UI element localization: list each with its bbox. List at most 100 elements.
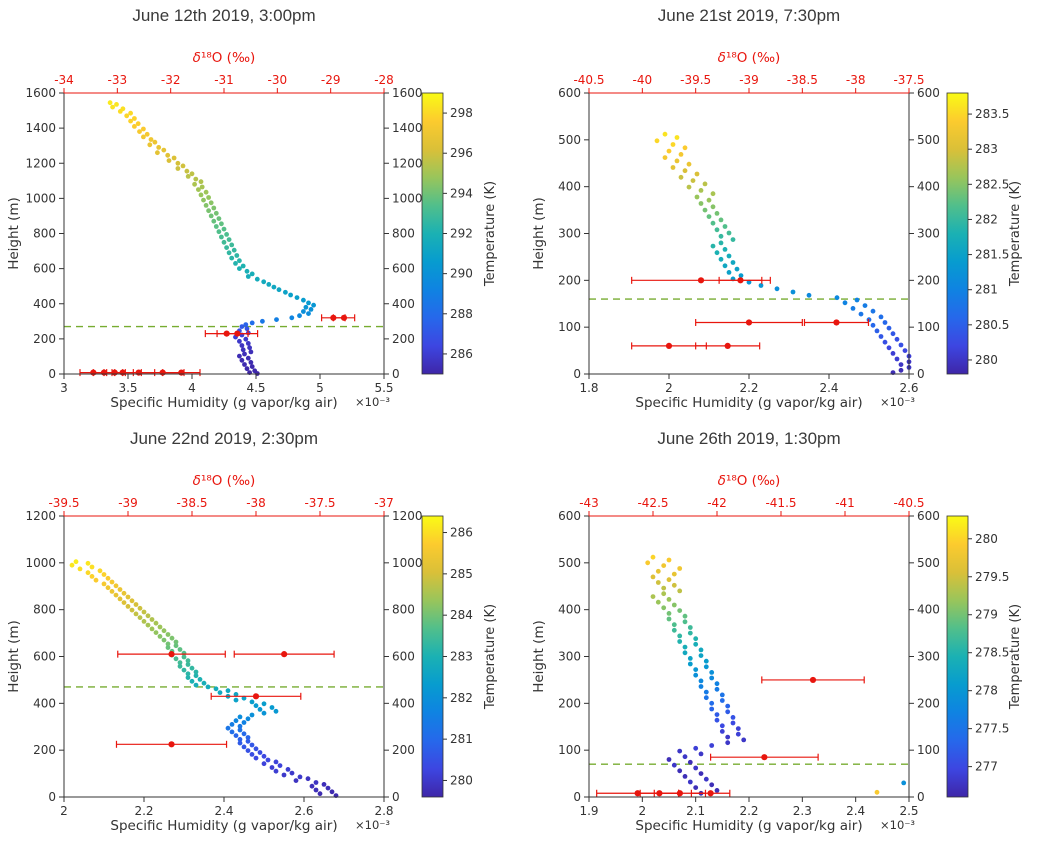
x-tick-label: 2.4 bbox=[819, 381, 838, 395]
profile-point bbox=[313, 787, 319, 793]
profile-point bbox=[237, 727, 243, 733]
profile-point bbox=[244, 326, 250, 332]
profile-point bbox=[193, 176, 199, 182]
profile-point bbox=[682, 613, 688, 619]
top-tick-label: -37.5 bbox=[893, 73, 924, 87]
profile-point bbox=[671, 762, 677, 768]
profile-point bbox=[271, 284, 277, 290]
profile-point bbox=[709, 782, 715, 788]
top-tick-label: -41.5 bbox=[765, 496, 796, 510]
profile-point bbox=[149, 626, 155, 632]
x-tick-label: 2.4 bbox=[214, 804, 233, 818]
profile-point bbox=[144, 131, 150, 137]
profile-point bbox=[192, 181, 198, 187]
colorbar-ticks: 280 281 282 283 284 285 286 bbox=[443, 526, 473, 787]
colorbar bbox=[946, 92, 969, 375]
profile-point bbox=[698, 653, 704, 658]
y-tick-label-right: 0 bbox=[392, 367, 400, 381]
profile-point bbox=[722, 224, 728, 229]
profile-point bbox=[229, 242, 235, 248]
profile-point bbox=[714, 681, 720, 687]
profile-point bbox=[229, 729, 235, 735]
y-tick-label: 600 bbox=[558, 509, 581, 523]
profile-point bbox=[137, 605, 143, 611]
x-tick-label: 2.6 bbox=[294, 804, 313, 818]
top-tick-label: -42 bbox=[707, 496, 727, 510]
y-tick-label-right: 200 bbox=[392, 743, 415, 757]
profile-point bbox=[161, 628, 167, 634]
y-axis-label: Height (m) bbox=[6, 620, 22, 693]
profile-point bbox=[110, 104, 115, 110]
y-tick-label-right: 500 bbox=[917, 556, 940, 570]
y-tick-label: 600 bbox=[558, 86, 581, 100]
isotope-point bbox=[665, 342, 673, 349]
profile-point bbox=[193, 669, 199, 675]
y-tick-label: 500 bbox=[558, 556, 581, 570]
profile-point bbox=[173, 643, 179, 649]
profile-point bbox=[239, 343, 245, 348]
y-tick-label-right: 100 bbox=[917, 743, 940, 757]
profile-point bbox=[253, 703, 259, 709]
profile-point bbox=[165, 632, 171, 637]
x-tick-label: 2 bbox=[60, 804, 68, 818]
profile-point bbox=[305, 776, 311, 782]
profile-point bbox=[129, 607, 135, 613]
top-axis-label: δ¹⁸O (‰) bbox=[193, 473, 256, 489]
profile-point bbox=[234, 253, 240, 258]
profile-point bbox=[674, 158, 680, 164]
y-tick-label: 100 bbox=[558, 743, 581, 757]
profile-point bbox=[156, 145, 162, 150]
profile-point bbox=[226, 250, 232, 256]
profile-point bbox=[249, 320, 255, 326]
profile-point bbox=[693, 785, 699, 790]
profile-point bbox=[790, 289, 796, 295]
y-tick-label: 1200 bbox=[25, 156, 56, 170]
profile-point bbox=[240, 347, 246, 353]
profile-point bbox=[725, 703, 731, 709]
profile-point bbox=[233, 697, 239, 703]
isotope-point bbox=[634, 790, 641, 797]
profile-point bbox=[671, 602, 677, 608]
isotope-point bbox=[168, 741, 175, 748]
profile-point bbox=[161, 147, 167, 153]
profile-point bbox=[714, 686, 720, 692]
profile-point bbox=[113, 583, 119, 589]
profile-point bbox=[666, 577, 672, 583]
profile-point bbox=[243, 322, 249, 327]
profile-point bbox=[694, 194, 700, 200]
profile-point bbox=[128, 110, 134, 116]
profile-point bbox=[213, 686, 219, 692]
profile-point bbox=[666, 616, 672, 622]
x-tick-label: 2 bbox=[639, 804, 647, 818]
y-tick-label-right: 0 bbox=[392, 790, 400, 804]
colorbar bbox=[421, 515, 444, 798]
profile-point bbox=[245, 716, 251, 722]
profile-point bbox=[189, 665, 195, 671]
y-tick-label-right: 300 bbox=[917, 650, 940, 664]
profile-point bbox=[301, 309, 306, 314]
profile-point bbox=[874, 789, 880, 795]
plot-area bbox=[589, 93, 909, 374]
top-ticks: -40.5 -40 -39.5 -39 -38.5 -38 -37.5 bbox=[573, 73, 925, 93]
y-tick-label: 200 bbox=[558, 696, 581, 710]
colorbar-tick-label: 282 bbox=[975, 212, 998, 226]
profile-scatter bbox=[107, 100, 316, 376]
colorbar-tick-label: 292 bbox=[450, 227, 473, 241]
isotope-point bbox=[281, 651, 288, 658]
profile-point bbox=[703, 689, 709, 695]
plot-area bbox=[64, 93, 384, 374]
profile-point bbox=[149, 617, 155, 622]
profile-point bbox=[325, 785, 331, 791]
profile-point bbox=[722, 247, 728, 252]
profile-point bbox=[703, 695, 709, 701]
profile-point bbox=[726, 253, 732, 259]
profile-point bbox=[273, 708, 279, 714]
profile-point bbox=[730, 720, 736, 726]
profile-point bbox=[687, 630, 693, 636]
colorbar-tick-label: 286 bbox=[450, 347, 473, 361]
isotope-point bbox=[745, 319, 753, 326]
isotope-point bbox=[234, 330, 241, 337]
profile-point bbox=[237, 338, 242, 344]
